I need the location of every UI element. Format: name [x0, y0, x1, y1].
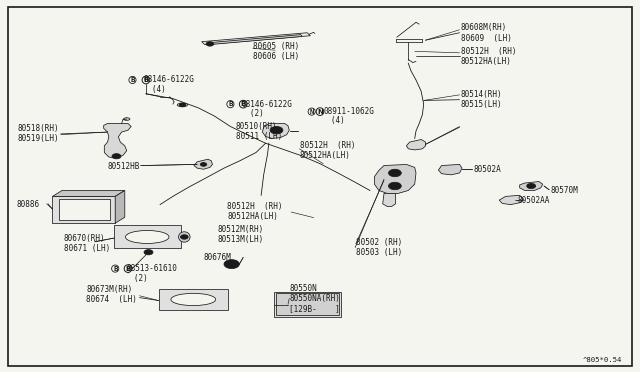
Text: (4): (4) — [317, 116, 344, 125]
Polygon shape — [499, 195, 524, 205]
Text: B: B — [143, 77, 148, 83]
Circle shape — [270, 126, 283, 134]
Text: B: B — [131, 77, 134, 83]
Text: 80673M(RH): 80673M(RH) — [86, 285, 132, 294]
Text: 80503 (LH): 80503 (LH) — [356, 248, 402, 257]
Text: 80512H  (RH): 80512H (RH) — [461, 47, 516, 56]
Circle shape — [206, 42, 214, 46]
Ellipse shape — [177, 103, 188, 107]
Polygon shape — [383, 193, 396, 206]
Polygon shape — [208, 35, 302, 45]
Circle shape — [392, 185, 397, 187]
Text: 80608M(RH): 80608M(RH) — [461, 23, 507, 32]
Text: B: B — [241, 101, 246, 107]
Text: 80676M: 80676M — [204, 253, 231, 262]
Circle shape — [144, 250, 153, 255]
Text: (2): (2) — [236, 109, 263, 118]
Circle shape — [388, 182, 401, 190]
Text: ^805*0.54: ^805*0.54 — [582, 357, 622, 363]
Bar — [52, 196, 115, 223]
Polygon shape — [438, 164, 462, 175]
Text: B: B — [228, 101, 232, 107]
Text: B: B — [125, 266, 131, 272]
Text: 80671 (LH): 80671 (LH) — [64, 244, 110, 253]
Bar — [114, 225, 181, 248]
Circle shape — [112, 154, 121, 159]
Polygon shape — [262, 124, 289, 138]
Text: 80519(LH): 80519(LH) — [18, 134, 60, 143]
Text: 80570M: 80570M — [550, 186, 578, 195]
Circle shape — [392, 171, 397, 174]
Text: N: N — [310, 109, 314, 115]
Polygon shape — [406, 140, 426, 150]
Text: 80512HA(LH): 80512HA(LH) — [300, 151, 350, 160]
Bar — [276, 293, 339, 315]
Circle shape — [228, 262, 235, 266]
Text: 80512HB: 80512HB — [107, 162, 140, 171]
Circle shape — [527, 183, 536, 189]
Circle shape — [200, 163, 207, 166]
Polygon shape — [374, 164, 416, 193]
Text: 08146-6122G: 08146-6122G — [242, 100, 292, 109]
Circle shape — [224, 260, 239, 269]
Circle shape — [274, 129, 279, 132]
Text: 80502AA: 80502AA — [517, 196, 550, 205]
Text: 80550NA(RH): 80550NA(RH) — [289, 294, 340, 303]
Text: 80512H  (RH): 80512H (RH) — [300, 141, 355, 150]
Text: N: N — [317, 109, 323, 115]
Text: 80502A: 80502A — [474, 165, 501, 174]
Polygon shape — [115, 190, 125, 223]
Polygon shape — [194, 159, 212, 169]
Text: 80511 (LH): 80511 (LH) — [236, 132, 282, 141]
Text: 80502 (RH): 80502 (RH) — [356, 238, 402, 247]
Polygon shape — [104, 124, 131, 158]
Bar — [159, 289, 228, 310]
Text: 80514(RH): 80514(RH) — [461, 90, 502, 99]
Text: 80605 (RH): 80605 (RH) — [253, 42, 299, 51]
Ellipse shape — [179, 232, 190, 242]
Circle shape — [147, 251, 150, 253]
Text: 80512HA(LH): 80512HA(LH) — [461, 57, 511, 66]
Text: (4): (4) — [138, 85, 165, 94]
Text: 80670(RH): 80670(RH) — [64, 234, 106, 243]
Text: 80510(RH): 80510(RH) — [236, 122, 277, 131]
Text: 80609  (LH): 80609 (LH) — [461, 34, 511, 43]
Ellipse shape — [125, 230, 169, 243]
Ellipse shape — [124, 118, 130, 120]
Circle shape — [180, 235, 188, 239]
Text: 80518(RH): 80518(RH) — [18, 124, 60, 133]
Text: 80886: 80886 — [17, 200, 40, 209]
Circle shape — [179, 103, 186, 107]
Bar — [59, 199, 110, 220]
Text: [129B-    ]: [129B- ] — [289, 304, 340, 313]
Polygon shape — [52, 190, 125, 196]
Text: 80550N: 80550N — [289, 284, 317, 293]
Text: 08513-61610: 08513-61610 — [127, 264, 177, 273]
Text: 80512HA(LH): 80512HA(LH) — [227, 212, 278, 221]
Text: 80513M(LH): 80513M(LH) — [218, 235, 264, 244]
Circle shape — [388, 169, 401, 177]
Text: 80674  (LH): 80674 (LH) — [86, 295, 137, 304]
Text: 08911-1062G: 08911-1062G — [323, 107, 374, 116]
Polygon shape — [202, 33, 310, 45]
Text: 80512M(RH): 80512M(RH) — [218, 225, 264, 234]
Text: 80606 (LH): 80606 (LH) — [253, 52, 299, 61]
Ellipse shape — [171, 293, 216, 306]
Polygon shape — [520, 182, 543, 190]
Bar — [274, 292, 341, 317]
Text: 08146-6122G: 08146-6122G — [144, 76, 195, 84]
Text: 80515(LH): 80515(LH) — [461, 100, 502, 109]
Text: 80512H  (RH): 80512H (RH) — [227, 202, 283, 211]
Text: (2): (2) — [120, 274, 148, 283]
Text: B: B — [113, 266, 117, 272]
